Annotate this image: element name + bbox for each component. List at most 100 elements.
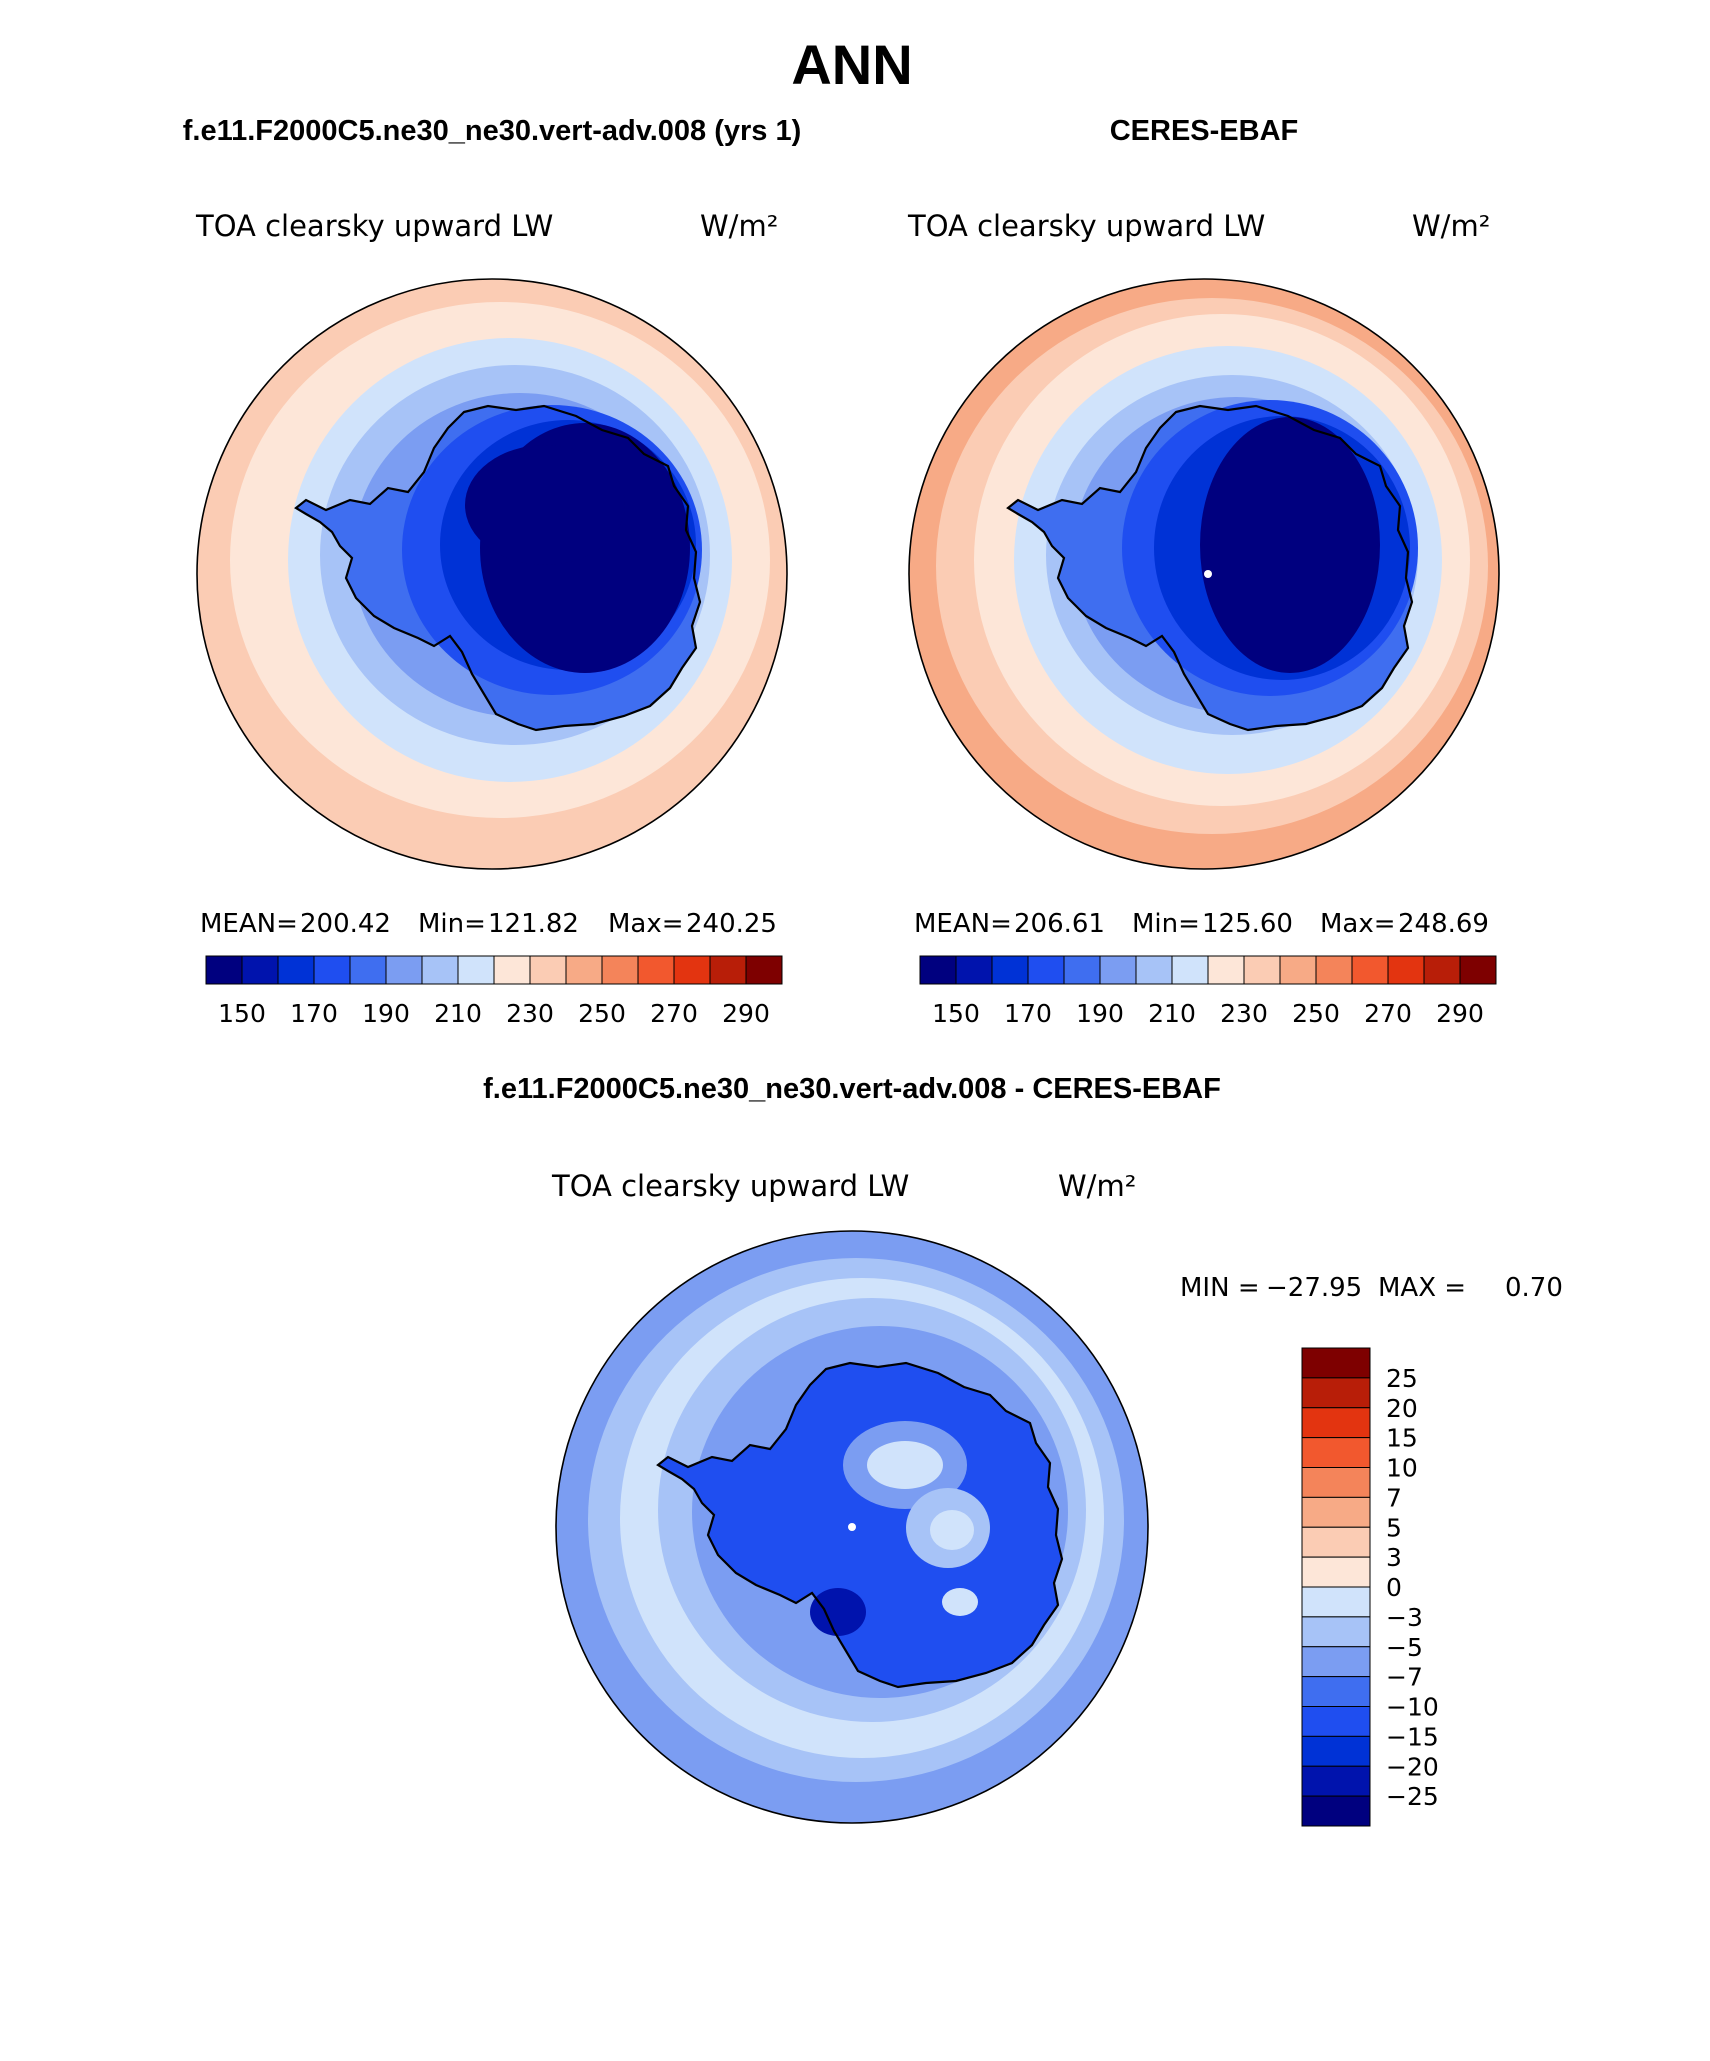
panel-difference: f.e11.F2000C5.ne30_ne30.vert-adv.008 - C… [483,1073,1563,1827]
colorbar-model-tick-label: 210 [434,999,482,1028]
colorbar-obs-swatch [1423,955,1461,985]
colorbar-obs-swatch [1099,955,1137,985]
panel-diff-max-value: 0.70 [1505,1273,1563,1303]
map-diff-border [555,1230,1149,1824]
colorbar-model-swatch [385,955,423,985]
colorbar-obs-tick-label: 290 [1436,999,1484,1028]
panel-obs-mean-value: 206.61 [1014,909,1105,939]
colorbar-obs-swatch [1315,955,1353,985]
colorbar-model-tick-label: 170 [290,999,338,1028]
panel-obs-stats: MEAN= 206.61 Min= 125.60 Max= 248.69 [914,909,1489,939]
colorbar-model: 150 170 190 210 230 250 270 290 [205,955,783,1028]
colorbar-obs-tick-label: 170 [1004,999,1052,1028]
panel-diff-header: f.e11.F2000C5.ne30_ne30.vert-adv.008 - C… [483,1073,1221,1105]
colorbar-diff-swatch [1301,1377,1371,1409]
colorbar-diff-tick-label: 0 [1386,1573,1402,1602]
colorbar-obs-swatch [919,955,957,985]
colorbar-obs-swatch [955,955,993,985]
colorbar-model-swatch [601,955,639,985]
panel-obs-max-value: 248.69 [1398,909,1489,939]
panel-diff-max-label: MAX = [1378,1273,1466,1303]
colorbar-obs-tick-label: 250 [1292,999,1340,1028]
colorbar-model-tick-label: 290 [722,999,770,1028]
colorbar-diff-tick-label: 25 [1386,1364,1418,1393]
map-model-border [196,278,788,870]
colorbar-diff-swatch [1301,1795,1371,1827]
panel-model: f.e11.F2000C5.ne30_ne30.vert-adv.008 (yr… [183,115,802,1028]
colorbar-diff-swatch [1301,1407,1371,1439]
colorbar-obs-swatch [1279,955,1317,985]
colorbar-model-swatch [349,955,387,985]
map-obs-core [1200,417,1380,673]
colorbar-model-tick-label: 230 [506,999,554,1028]
panel-model-max-label: Max= [608,909,684,939]
colorbar-model-swatch [205,955,243,985]
panel-model-min-label: Min= [418,909,486,939]
colorbar-diff-tick-label: −3 [1386,1603,1423,1632]
colorbar-model-swatch [745,955,783,985]
colorbar-model-swatch [277,955,315,985]
colorbar-obs: 150 170 190 210 230 250 270 290 [919,955,1497,1028]
colorbar-model-swatch [421,955,459,985]
colorbar-model-tick-label: 250 [578,999,626,1028]
panel-obs-units: W/m² [1412,209,1490,243]
map-diff-dark-patch [810,1588,866,1636]
colorbar-obs-tick-label: 270 [1364,999,1412,1028]
colorbar-diff-swatch [1301,1526,1371,1558]
panel-diff-min-value: −27.95 [1266,1273,1362,1303]
panel-model-mean-label: MEAN= [200,909,298,939]
colorbar-model-swatch [565,955,603,985]
colorbar-obs-swatch [1135,955,1173,985]
colorbar-diff-swatch [1301,1616,1371,1648]
colorbar-diff-swatch [1301,1765,1371,1797]
colorbar-obs-swatch [1207,955,1245,985]
colorbar-diff-tick-label: −5 [1386,1633,1423,1662]
panel-model-header: f.e11.F2000C5.ne30_ne30.vert-adv.008 (yr… [183,115,802,147]
colorbar-diff-tick-label: −10 [1386,1693,1439,1722]
panel-diff-min-label: MIN = [1180,1273,1260,1303]
colorbar-obs-swatch [1459,955,1497,985]
colorbar-diff-swatch [1301,1735,1371,1767]
colorbar-model-tick-label: 150 [218,999,266,1028]
panel-obs-mean-label: MEAN= [914,909,1012,939]
panel-obs-min-label: Min= [1132,909,1200,939]
colorbar-obs-swatch [1171,955,1209,985]
panel-obs-min-value: 125.60 [1202,909,1293,939]
colorbar-diff-tick-label: 5 [1386,1513,1402,1542]
map-model [197,279,787,869]
colorbar-diff-tick-label: −15 [1386,1722,1439,1751]
panel-model-min-value: 121.82 [488,909,579,939]
map-diff-interior-light-5 [942,1588,978,1616]
colorbar-obs-swatch [1351,955,1389,985]
map-diff [556,1231,1148,1823]
colorbar-diff-tick-label: 10 [1386,1454,1418,1483]
panel-obs: CERES-EBAF TOA clearsky upward LW W/m² M… [907,115,1500,1028]
map-diff-interior-light-4 [930,1510,974,1550]
colorbar-model-swatch [529,955,567,985]
map-obs-border [908,278,1500,870]
colorbar-diff-swatch [1301,1496,1371,1528]
map-diff-pole-marker [848,1523,856,1531]
panel-model-variable-label: TOA clearsky upward LW [195,209,553,243]
map-obs [909,279,1499,869]
colorbar-diff-swatch [1301,1586,1371,1618]
colorbar-diff-tick-label: −25 [1386,1782,1439,1811]
panel-obs-max-label: Max= [1320,909,1396,939]
colorbar-obs-tick-label: 190 [1076,999,1124,1028]
colorbar-model-swatch [313,955,351,985]
colorbar-model-swatch [493,955,531,985]
colorbar-obs-swatch [1387,955,1425,985]
colorbar-diff-tick-label: 3 [1386,1543,1402,1572]
colorbar-model-swatch [241,955,279,985]
colorbar-obs-tick-label: 210 [1148,999,1196,1028]
colorbar-model-swatch [457,955,495,985]
colorbar-diff-swatch [1301,1706,1371,1737]
colorbar-obs-swatch [1027,955,1065,985]
colorbar-diff-tick-label: 20 [1386,1394,1418,1423]
colorbar-model-tick-label: 270 [650,999,698,1028]
colorbar-obs-swatch [991,955,1029,985]
colorbar-diff-swatch [1301,1556,1371,1588]
colorbar-obs-tick-label: 230 [1220,999,1268,1028]
